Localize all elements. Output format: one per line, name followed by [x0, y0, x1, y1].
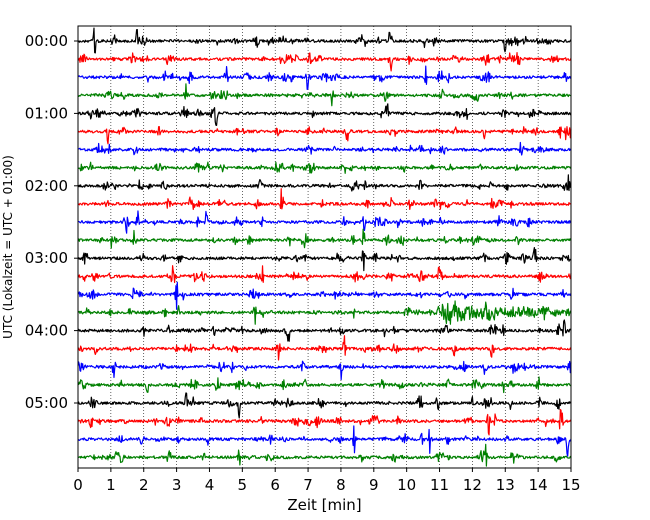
- y-tick-label: 01:00: [25, 104, 68, 122]
- seismogram-trace: [77, 52, 572, 72]
- x-tick-label: 7: [303, 476, 313, 494]
- seismogram-trace: [77, 65, 572, 91]
- seismogram-trace: [77, 210, 572, 234]
- x-tick-label: 4: [205, 476, 215, 494]
- x-tick-label: 14: [529, 476, 548, 494]
- seismogram-trace: [77, 83, 572, 107]
- x-tick-label: 2: [139, 476, 149, 494]
- seismogram-traces: [77, 27, 572, 467]
- seismogram-trace: [77, 425, 572, 457]
- seismogram-trace: [77, 126, 572, 145]
- y-axis-ticks: 00:00 01:00 02:00 03:00 04:00 05:00: [25, 32, 78, 412]
- seismogram-trace: [77, 228, 572, 249]
- x-tick-label: 8: [336, 476, 346, 494]
- seismogram-trace: [77, 141, 572, 156]
- seismogram-trace: [77, 408, 572, 436]
- x-axis-label: Zeit [min]: [287, 496, 361, 514]
- y-tick-label: 00:00: [25, 32, 68, 50]
- x-tick-label: 15: [561, 476, 580, 494]
- x-tick-label: 0: [73, 476, 83, 494]
- seismogram-trace: [77, 300, 572, 325]
- seismogram-trace: [77, 392, 572, 419]
- y-tick-label: 03:00: [25, 249, 68, 267]
- seismogram-trace: [77, 376, 572, 394]
- seismogram-trace: [77, 281, 572, 310]
- seismogram-trace: [77, 27, 572, 54]
- x-tick-label: 6: [270, 476, 280, 494]
- y-tick-label: 05:00: [25, 394, 68, 412]
- x-tick-label: 12: [463, 476, 482, 494]
- seismogram-trace: [77, 360, 572, 381]
- x-tick-label: 5: [238, 476, 248, 494]
- y-tick-label: 02:00: [25, 177, 68, 195]
- seismogram-trace: [77, 174, 572, 192]
- seismogram-trace: [77, 188, 572, 211]
- x-tick-label: 10: [397, 476, 416, 494]
- plot-border: [77, 25, 572, 469]
- seismogram-trace: [77, 443, 572, 467]
- seismogram-trace: [77, 265, 572, 284]
- x-tick-label: 13: [496, 476, 515, 494]
- x-tick-label: 9: [369, 476, 379, 494]
- seismogram-trace: [77, 161, 572, 174]
- y-axis-label: UTC (Lokalzeit = UTC + 01:00): [1, 155, 15, 339]
- x-tick-label: 11: [430, 476, 449, 494]
- plot-frame: [77, 25, 572, 469]
- seismogram-trace: [77, 103, 572, 126]
- seismogram-trace: [77, 247, 572, 272]
- x-tick-label: 1: [106, 476, 116, 494]
- y-tick-label: 04:00: [25, 322, 68, 340]
- x-tick-label: 3: [172, 476, 182, 494]
- seismogram-trace: [77, 319, 572, 342]
- seismogram-trace: [77, 335, 572, 361]
- x-axis-ticks: 0 1 2 3 4 5 6 7 8 9 10 11 12 13 14 15: [73, 468, 581, 494]
